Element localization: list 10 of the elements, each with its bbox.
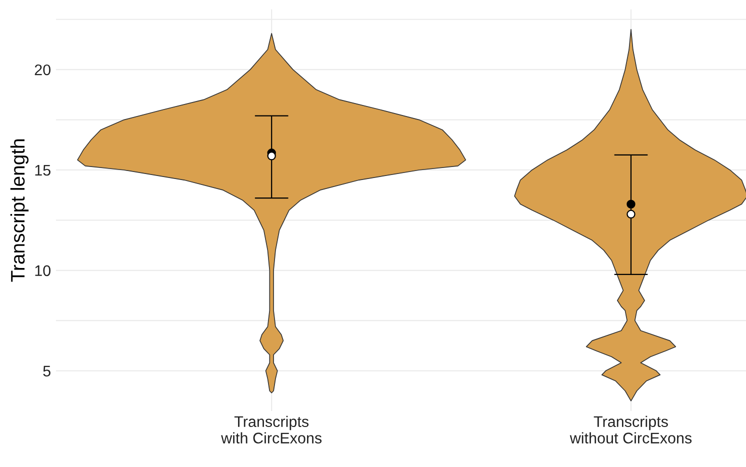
point [267,152,276,160]
y-tick-label: 15 [35,165,50,176]
point [626,210,636,219]
y-tick-label: 20 [34,64,50,76]
y-axis-title: Transcript length [10,139,29,282]
point [626,200,636,208]
x-tick-label: Transcripts with CircExons [221,416,322,444]
y-tick-label: 5 [43,366,50,376]
x-tick-label: Transcripts without CircExons [570,416,692,444]
y-tick-label: 10 [35,265,50,276]
